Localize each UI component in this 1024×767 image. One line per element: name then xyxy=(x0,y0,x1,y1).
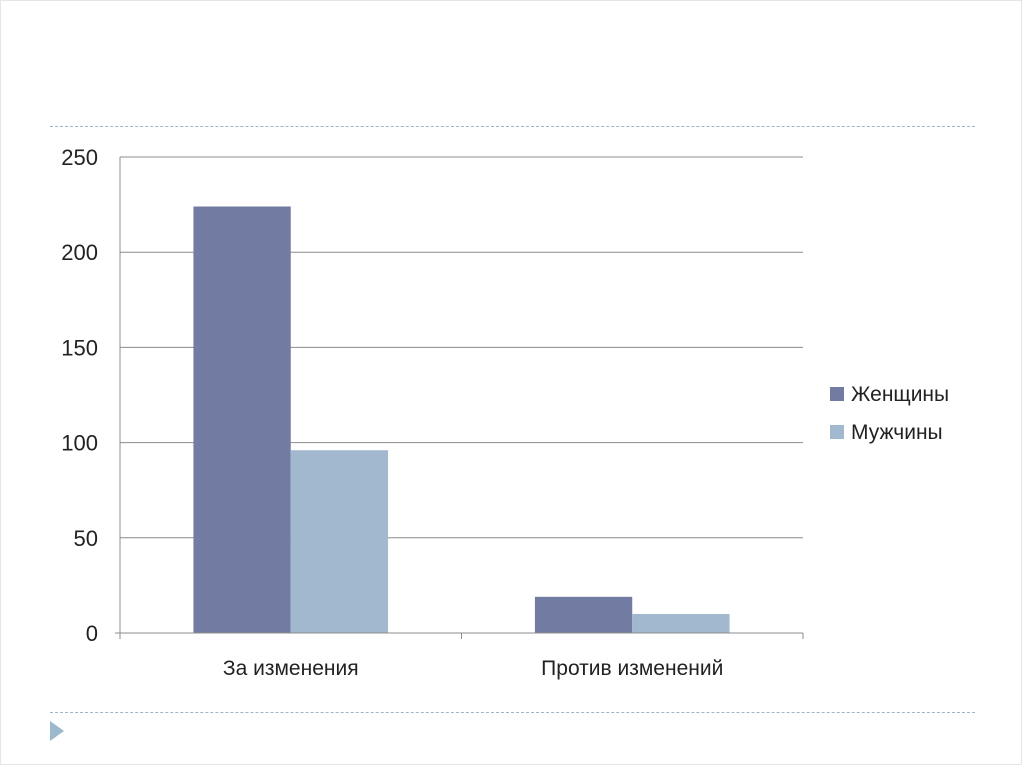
legend-swatch xyxy=(830,387,844,401)
bar-men-1 xyxy=(632,613,730,633)
bars xyxy=(193,206,730,633)
category-labels: За изменения Против изменений xyxy=(223,657,723,680)
y-tick-labels: 0 50 100 150 200 250 xyxy=(61,145,98,646)
next-slide-arrow-icon[interactable] xyxy=(50,721,64,741)
y-tick-label: 50 xyxy=(74,526,98,551)
y-tick-label: 0 xyxy=(86,621,98,646)
category-label: За изменения xyxy=(223,657,359,680)
category-label: Против изменений xyxy=(541,657,723,680)
y-tick-label: 200 xyxy=(61,240,98,265)
y-tick-label: 100 xyxy=(61,431,98,456)
y-tick-label: 150 xyxy=(61,335,98,360)
bottom-divider xyxy=(50,712,975,713)
bar-women-1 xyxy=(534,596,633,633)
axes xyxy=(115,157,804,639)
legend-label: Мужчины xyxy=(851,421,943,444)
legend-label: Женщины xyxy=(851,383,949,406)
bar-men-0 xyxy=(290,450,389,633)
top-divider xyxy=(50,126,975,127)
bar-women-0 xyxy=(193,206,291,633)
legend: Женщины Мужчины xyxy=(830,383,949,444)
legend-swatch xyxy=(830,425,844,439)
y-tick-label: 250 xyxy=(61,145,98,170)
